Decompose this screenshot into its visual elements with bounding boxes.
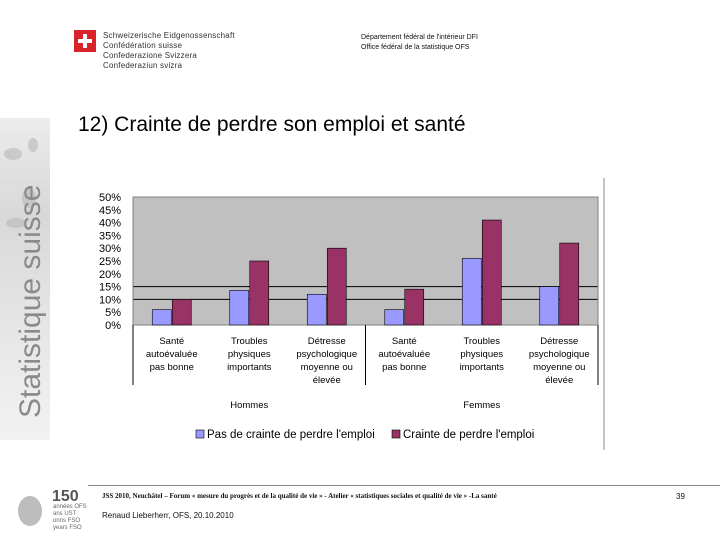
anniversary-note-line: ans UST [53,511,77,517]
y-tick-label: 20% [99,269,121,281]
x-tick-label: autoévaluée [146,349,198,360]
x-tick-label: physiques [228,349,271,360]
y-tick-label: 50% [99,192,121,204]
x-tick-label: Troubles [463,336,500,347]
legend-label: Pas de crainte de perdre l'emploi [207,429,375,441]
legend-swatch [195,429,205,439]
bar [306,293,327,326]
x-tick-label: élevée [313,375,341,386]
footer-divider [88,485,720,486]
bar [461,258,482,326]
x-tick-label: pas bonne [150,362,194,373]
x-tick-label: Détresse [308,336,346,347]
anniversary-note-line: années OFS [53,504,87,510]
department-header: Département fédéral de l'intérieur DFI O… [361,33,478,53]
confederation-names: Schweizerische Eidgenossenschaft Confédé… [103,31,235,71]
anniversary-note-line: onns FSO [53,518,81,524]
plot-area [133,197,598,325]
x-tick-label: Détresse [540,336,578,347]
x-tick-label: moyenne ou [533,362,585,373]
y-tick-label: 35% [99,230,121,242]
x-tick-label: psychologique [296,349,357,360]
bar [481,219,502,326]
y-tick-label: 15% [99,282,121,294]
bar [539,286,560,326]
y-tick-label: 40% [99,218,121,230]
bar [384,309,405,326]
chart: 50% 45% 40% 35% 30% 25% 20% 15% 10% 5% 0% Santé auto… [90,178,605,450]
anniversary-number: 150 [52,488,79,505]
anniversary-logo-icon [18,496,42,526]
confederation-line-fr: Confédération suisse [103,41,183,50]
anniversary-note-line: years FSO [53,525,82,531]
confederation-line-it: Confederazione Svizzera [103,51,197,60]
x-tick-label: pas bonne [382,362,426,373]
bar [151,309,172,326]
y-tick-label: 30% [99,243,121,255]
x-tick-label: Troubles [231,336,268,347]
group-label: Femmes [463,400,500,411]
y-tick-label: 0% [105,320,121,332]
bar [171,299,192,326]
bar [404,288,425,326]
y-tick-label: 10% [99,294,121,306]
x-tick-label: élevée [545,375,573,386]
page-title: 12) Crainte de perdre son emploi et sant… [78,113,466,136]
x-tick-label: Santé [392,336,417,347]
office-name: Office fédéral de la statistique OFS [361,44,470,51]
anniversary-note: années OFS ans UST onns FSO years FSO [53,504,87,532]
x-tick-label: autoévaluée [378,349,430,360]
bar [326,247,347,326]
x-tick-label: importants [460,362,505,373]
department-name: Département fédéral de l'intérieur DFI [361,34,478,41]
y-tick-label: 5% [105,307,121,319]
y-tick-label: 25% [99,256,121,268]
sidebar-brand-text: Statistique suisse [14,184,47,418]
bar [559,242,580,326]
group-label: Hommes [230,400,268,411]
page-number: 39 [676,492,685,501]
legend-label: Crainte de perdre l'emploi [403,429,534,441]
swiss-cross-icon [74,30,96,52]
bar [229,290,250,326]
sidebar-decoration [0,118,50,440]
confederation-line-rm: Confederaziun svizra [103,61,183,70]
x-tick-label: importants [227,362,272,373]
x-tick-label: moyenne ou [301,362,353,373]
x-tick-label: Santé [159,336,184,347]
x-tick-label: physiques [460,349,503,360]
x-tick-label: psychologique [529,349,590,360]
y-tick-label: 45% [99,205,121,217]
bar [249,260,270,326]
confederation-line-de: Schweizerische Eidgenossenschaft [103,31,235,40]
chart-svg: 50%45%40%35%30%25%20%15%10%5%0% Santé auto… [99,178,605,450]
footer-event: JSS 2010, Neuchâtel – Forum « mesure du … [102,492,497,500]
legend-swatch [391,429,401,439]
footer-author: Renaud Lieberherr, OFS, 20.10.2010 [102,511,234,520]
